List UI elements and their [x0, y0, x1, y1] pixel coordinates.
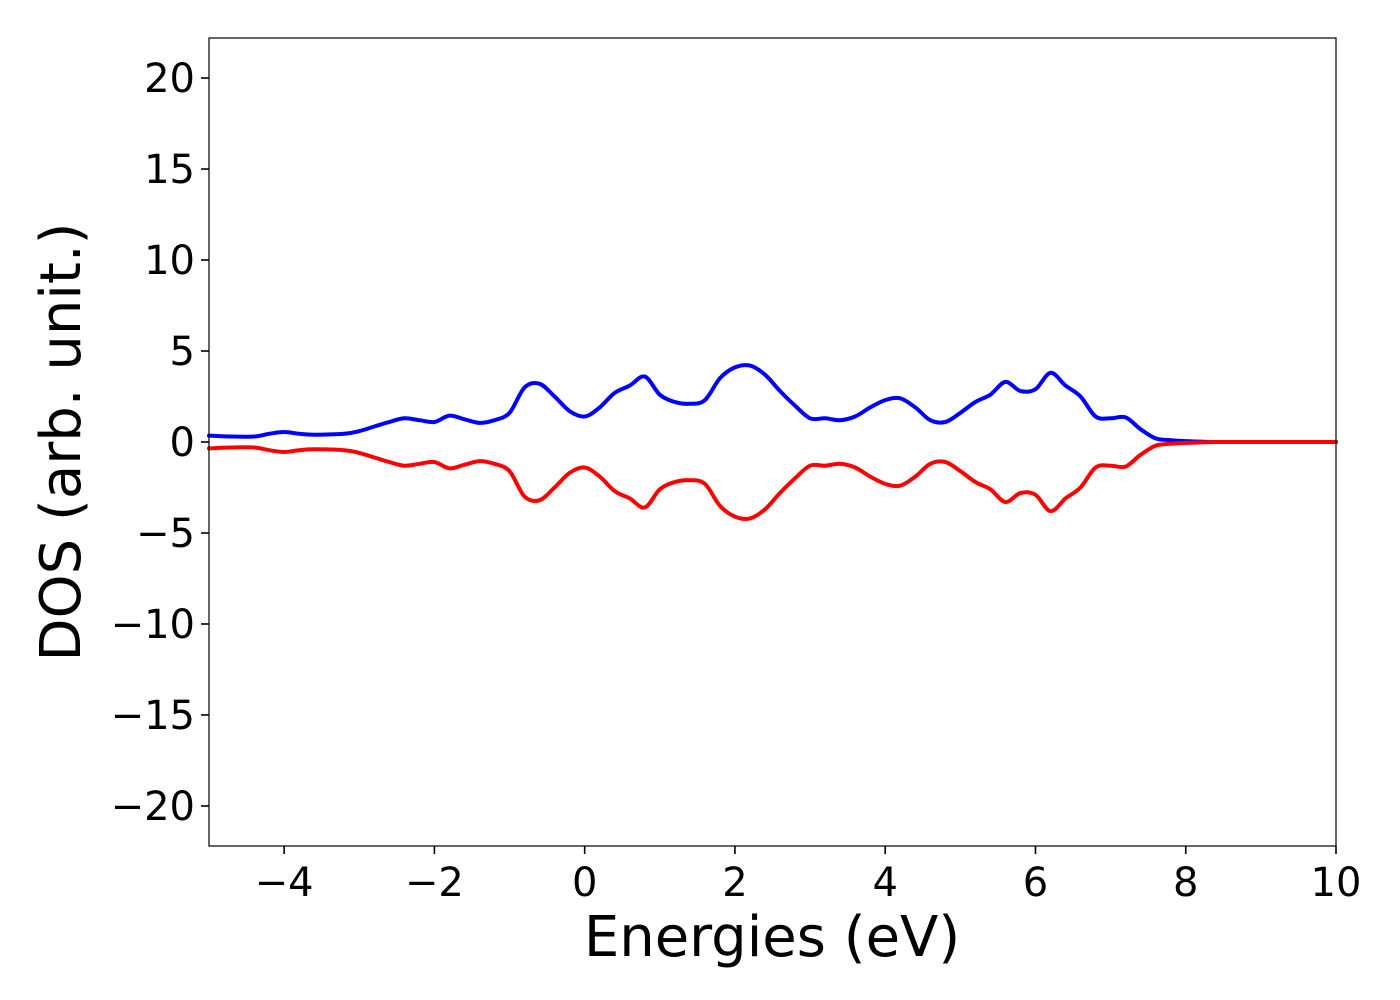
y-tick-label: −15	[111, 693, 195, 739]
series-line-1	[207, 363, 1338, 445]
x-tick-label: −4	[255, 860, 314, 906]
x-axis-title: Energies (eV)	[584, 905, 960, 970]
plot-frame	[208, 37, 1337, 847]
x-tick-label: −2	[405, 860, 464, 906]
y-tick-label: −20	[111, 784, 195, 830]
x-tick-label: 2	[722, 860, 747, 906]
series-line-2	[207, 439, 1338, 521]
y-tick-label: −5	[136, 511, 195, 557]
x-tick-label: 10	[1311, 860, 1362, 906]
x-axis-ticks: −4 −2 0 2 4 6 8 10	[255, 846, 1362, 906]
y-tick-label: 15	[144, 147, 195, 193]
x-tick-label: 6	[1023, 860, 1048, 906]
x-tick-label: 4	[872, 860, 897, 906]
x-tick-label: 8	[1173, 860, 1198, 906]
y-tick-label: 10	[144, 238, 195, 284]
y-axis-ticks: 20 15 10 5 0 −5 −10 −15 −20	[111, 56, 209, 830]
y-tick-label: 5	[170, 329, 195, 375]
y-tick-label: 20	[144, 56, 195, 102]
y-axis-title: DOS (arb. unit.)	[29, 222, 94, 661]
x-tick-label: 0	[572, 860, 597, 906]
series-layer	[207, 363, 1338, 521]
y-tick-label: 0	[170, 420, 195, 466]
y-tick-label: −10	[111, 602, 195, 648]
plot-area	[207, 37, 1338, 847]
